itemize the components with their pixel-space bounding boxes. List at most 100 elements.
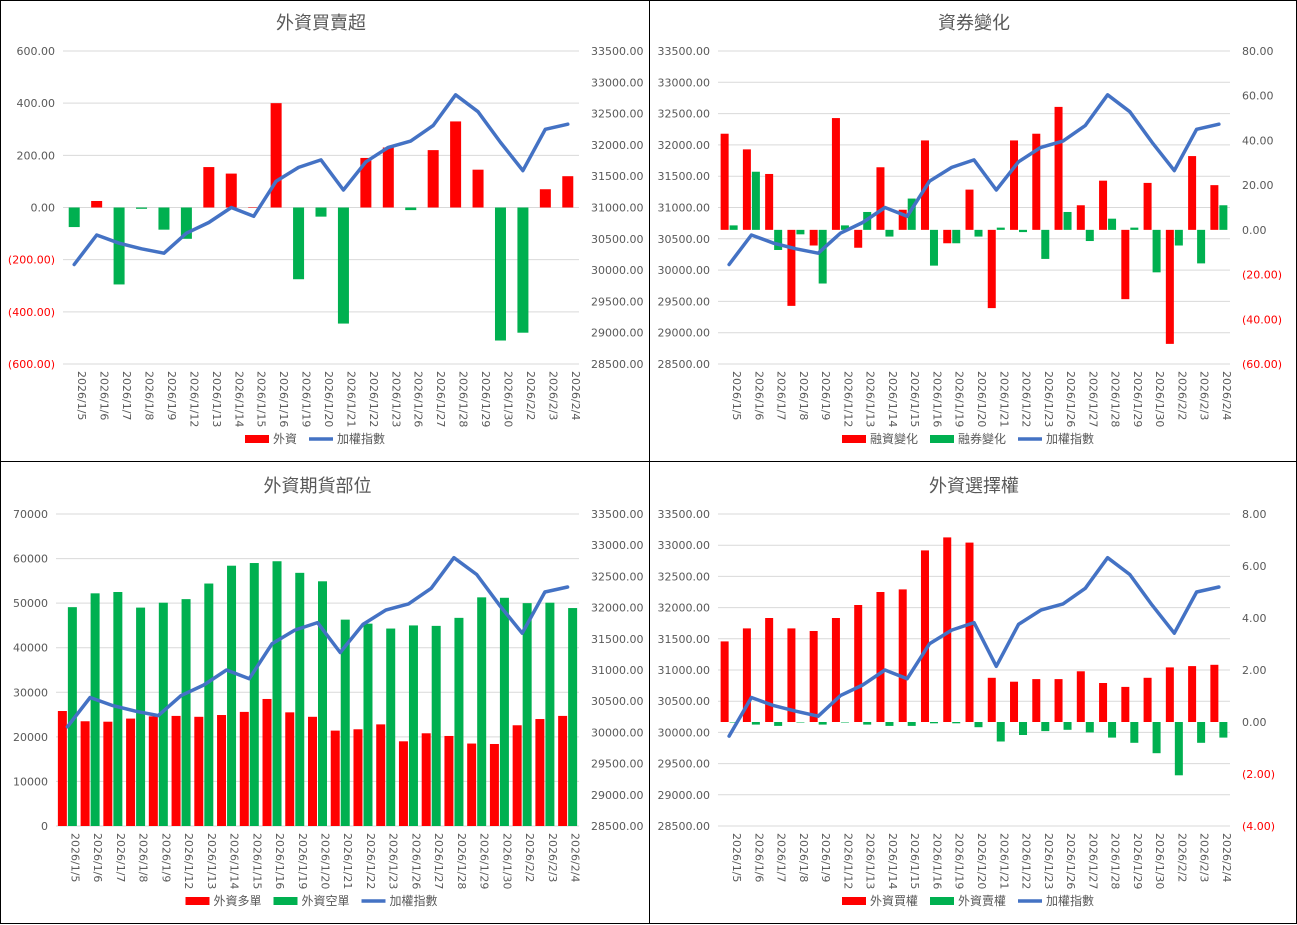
x-tick-label: 2026/1/14	[228, 833, 241, 889]
bar-融資變化-7	[876, 167, 885, 230]
x-tick-label: 2026/1/23	[1042, 833, 1055, 889]
bar-外資多單-10	[285, 712, 295, 826]
left-axis-tick-label: 10000	[13, 775, 48, 788]
right-axis-tick-label: 60.00	[1242, 90, 1274, 103]
bar-外資多單-19	[489, 743, 499, 826]
bar-外資買權-5	[831, 618, 840, 722]
legend-swatch	[842, 435, 866, 443]
panel-foreign-options: 外資選擇權 33500.00 33000.00 32500.00 32000.00 315…	[649, 461, 1297, 924]
bar-外資空單-13	[363, 623, 373, 826]
right-axis-tick-label: 29000.00	[591, 327, 644, 340]
bar-融券變化-5	[840, 225, 849, 230]
x-tick-label: 2026/1/22	[1020, 833, 1033, 889]
right-axis-tick-label: 30500.00	[591, 695, 644, 708]
bar-外資空單-21	[545, 602, 555, 826]
bar-外資-13	[360, 157, 372, 208]
bar-融券變化-13	[1019, 229, 1028, 233]
right-axis-tick-label: 80.00	[1242, 45, 1274, 58]
bar-外資買權-8	[898, 589, 907, 722]
bar-融資變化-4	[809, 229, 818, 246]
bar-外資多單-12	[330, 730, 340, 826]
bar-外資買權-17	[1099, 683, 1108, 722]
x-tick-label: 2026/1/9	[819, 371, 832, 420]
bar-外資買權-3	[787, 628, 796, 722]
bar-外資多單-20	[512, 725, 522, 826]
line-加權指數	[65, 555, 570, 729]
x-tick-label: 2026/1/7	[114, 833, 127, 882]
bar-外資空單-8	[249, 563, 259, 826]
bar-融券變化-3	[796, 229, 805, 235]
x-tick-label: 2026/2/2	[523, 833, 536, 882]
bar-外資-6	[203, 167, 215, 208]
bar-外資多單-21	[535, 719, 545, 826]
bar-外資賣權-19	[1152, 722, 1161, 754]
bar-外資空單-6	[204, 583, 214, 826]
x-tick-label: 2026/1/6	[752, 371, 765, 420]
left-axis-tick-label: 0	[41, 820, 48, 833]
x-tick-label: 2026/1/26	[1064, 833, 1077, 889]
left-axis-tick-label: 30000.00	[658, 726, 711, 739]
bar-融資變化-13	[1010, 140, 1019, 230]
bar-融資變化-10	[943, 229, 952, 244]
x-tick-label: 2026/1/23	[387, 833, 400, 889]
legend-label: 外資賣權	[958, 893, 1006, 908]
left-axis-tick-label: 32500.00	[658, 108, 711, 121]
bar-外資賣權-1	[751, 722, 760, 725]
left-axis-tick-label: 60000	[13, 553, 48, 566]
left-axis-tick-label: 0.00	[31, 202, 56, 215]
bar-外資-9	[270, 103, 282, 208]
right-axis-tick-label: 8.00	[1242, 508, 1267, 521]
x-tick-label: 2026/1/30	[1153, 371, 1166, 427]
bar-融資變化-14	[1032, 133, 1041, 230]
left-axis-tick-label: 40000	[13, 642, 48, 655]
legend-item: 融資變化	[842, 431, 918, 446]
bar-外資賣權-12	[996, 722, 1005, 742]
bar-外資多單-22	[558, 715, 568, 826]
right-axis-tick-label: 31000.00	[591, 664, 644, 677]
right-axis-tick-label: 31500.00	[591, 170, 644, 183]
left-axis-tick-label: 28500.00	[658, 358, 711, 371]
right-axis-tick-label: (60.00)	[1242, 358, 1282, 371]
bar-融券變化-16	[1085, 229, 1094, 242]
bar-外資-18	[472, 169, 484, 208]
x-tick-label: 2026/1/16	[273, 833, 286, 889]
chart-title: 外資買賣超	[276, 13, 366, 34]
bar-外資-8	[248, 207, 260, 208]
bar-外資空單-17	[454, 617, 464, 826]
x-tick-label: 2026/1/22	[367, 371, 380, 427]
x-tick-label: 2026/1/6	[98, 371, 111, 420]
left-axis-tick-label: (600.00)	[8, 358, 55, 371]
bar-外資多單-15	[398, 741, 408, 826]
x-tick-label: 2026/2/4	[1220, 371, 1233, 420]
right-axis-tick-label: 2.00	[1242, 664, 1267, 677]
x-tick-label: 2026/1/8	[143, 371, 156, 420]
x-tick-label: 2026/1/9	[819, 833, 832, 882]
bar-外資買權-21	[1188, 666, 1197, 722]
bar-外資-14	[382, 147, 394, 208]
x-tick-label: 2026/1/28	[1109, 833, 1122, 889]
legend-swatch	[842, 897, 866, 905]
bar-外資買權-18	[1121, 686, 1130, 722]
x-tick-label: 2026/1/30	[501, 371, 514, 427]
x-tick-label: 2026/1/19	[300, 371, 313, 427]
x-tick-label: 2026/1/7	[775, 371, 788, 420]
x-tick-label: 2026/1/15	[908, 833, 921, 889]
bar-外資-10	[293, 207, 305, 280]
x-tick-label: 2026/1/29	[1131, 371, 1144, 427]
chart-title: 外資期貨部位	[264, 476, 372, 497]
bar-外資多單-8	[239, 711, 249, 826]
x-tick-label: 2026/1/19	[296, 833, 309, 889]
legend-item: 加權指數	[1018, 893, 1094, 908]
bar-外資買權-12	[987, 677, 996, 722]
x-tick-label: 2026/1/27	[432, 833, 445, 889]
right-axis-tick-label: 31000.00	[591, 202, 644, 215]
x-tick-label: 2026/1/12	[182, 833, 195, 889]
bar-外資賣權-17	[1108, 722, 1117, 738]
left-axis-tick-label: 33500.00	[658, 45, 711, 58]
bar-外資空單-19	[499, 597, 509, 826]
bar-外資多單-6	[194, 716, 204, 826]
bar-外資空單-10	[295, 572, 305, 826]
left-axis-tick-label: 33000.00	[658, 76, 711, 89]
x-tick-label: 2026/1/22	[1020, 371, 1033, 427]
bar-融資變化-16	[1076, 205, 1085, 230]
